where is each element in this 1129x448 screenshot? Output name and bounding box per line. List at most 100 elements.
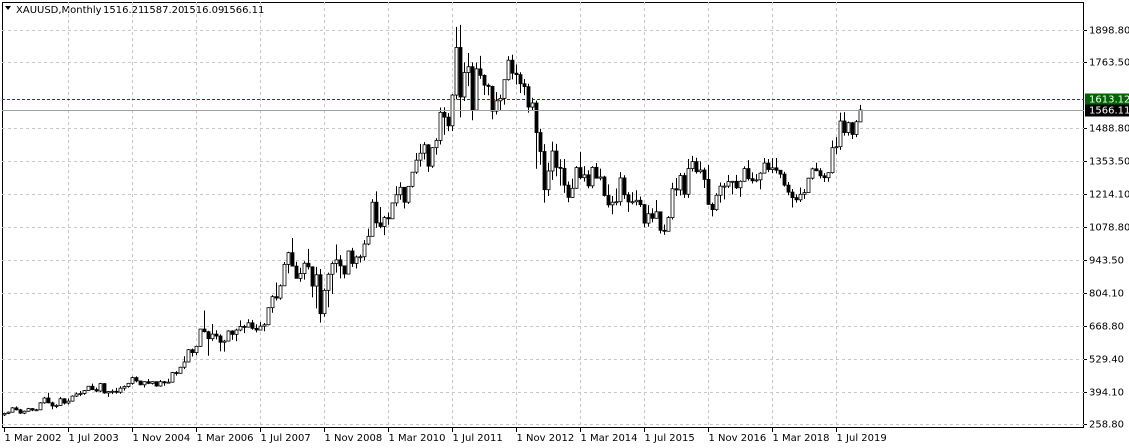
x-tick-label: 1 Mar 2014 [581,433,638,444]
candle-body [430,147,435,167]
candle-body [486,84,491,87]
candle-body [294,265,299,279]
candle-body [58,398,63,406]
candle-body [446,116,451,127]
bid-label-box [1085,104,1129,117]
candle-body [362,243,367,258]
y-tick-label: 1353.50 [1089,157,1129,168]
candle-body [802,192,807,195]
candle-body [162,381,167,384]
candle-body [742,168,747,182]
candle-body [814,168,819,172]
candle-body [62,398,67,404]
y-tick-label: 943.50 [1089,256,1124,267]
candle-body [654,211,659,219]
candle-body [250,322,255,329]
candle-body [118,387,123,393]
candle-body [222,340,227,343]
candle-body [310,266,315,287]
chart-title: XAUUSD,Monthly [16,5,102,16]
candle-body [94,389,99,392]
candle-body [86,385,91,391]
candle-body [770,167,775,170]
candle-body [774,167,779,171]
candle-body [186,349,191,363]
candle-body [402,186,407,203]
y-tick-label: 1763.50 [1089,58,1129,69]
x-tick-label: 1 Jul 2007 [261,433,311,444]
candle-body [254,327,259,331]
candle-body [46,397,51,404]
candle-body [586,174,591,187]
candle-body [842,120,847,133]
candle-body [6,411,11,414]
candle-body [782,173,787,186]
level-label: 1613.12 [1089,95,1129,106]
x-tick-label: 1 Nov 2008 [325,433,383,444]
candle-body [494,100,499,112]
x-tick-label: 1 Nov 2016 [709,433,767,444]
level-label-box [1085,93,1129,106]
last-open: 1516.21 [103,5,144,16]
candle-body [558,166,563,169]
candle-body [374,201,379,224]
candle-body [346,250,351,275]
y-tick-label: 1078.80 [1089,223,1129,234]
candle-body [438,111,443,141]
candle-body [218,335,223,343]
candle-body [234,329,239,335]
candle-body [122,386,127,389]
candle-body [806,177,811,193]
candle-body [510,59,515,74]
candle-body [610,201,615,206]
candle-body [342,265,347,275]
candle-body [130,377,135,384]
candle-body [514,72,519,76]
candle-body [650,213,655,219]
candle-body [238,326,243,331]
x-tick-label: 1 Mar 2006 [197,433,254,444]
candle-body [666,217,671,232]
candle-body [798,193,803,201]
y-tick-label: 1488.80 [1089,124,1129,135]
candle-body [338,259,343,267]
candle-body [154,381,159,387]
candle-body [598,176,603,179]
candle-body [150,381,155,384]
y-tick-label: 258.80 [1089,420,1124,431]
candle-body [210,333,215,340]
y-tick-label: 394.10 [1089,388,1124,399]
candle-body [14,407,19,411]
candle-body [846,122,851,133]
candle-body [146,381,151,384]
candle-body [470,66,475,111]
candle-body [354,256,359,264]
candle-body [214,333,219,337]
candle-body [26,408,31,412]
candle-body [794,197,799,201]
candle-body [394,194,399,204]
collapse-icon[interactable] [5,6,11,10]
candle-body [670,188,675,218]
candle-body [278,285,283,299]
candle-body [2,412,7,416]
candle-body [350,250,355,264]
candle-body [398,186,403,196]
candle-body [730,180,735,183]
candle-body [202,328,207,333]
candle-body [530,102,535,108]
candle-body [230,330,235,335]
candle-body [546,170,551,191]
candle-body [754,179,759,182]
x-tick-label: 1 Jul 2015 [645,433,695,444]
candle-body [722,185,727,188]
last-high: 1587.20 [143,5,184,16]
candle-body [414,159,419,173]
candle-body [258,325,263,331]
last-close: 1566.11 [223,5,264,16]
candle-body [634,199,639,203]
candle-body [378,222,383,227]
y-tick-label: 529.40 [1089,355,1124,366]
